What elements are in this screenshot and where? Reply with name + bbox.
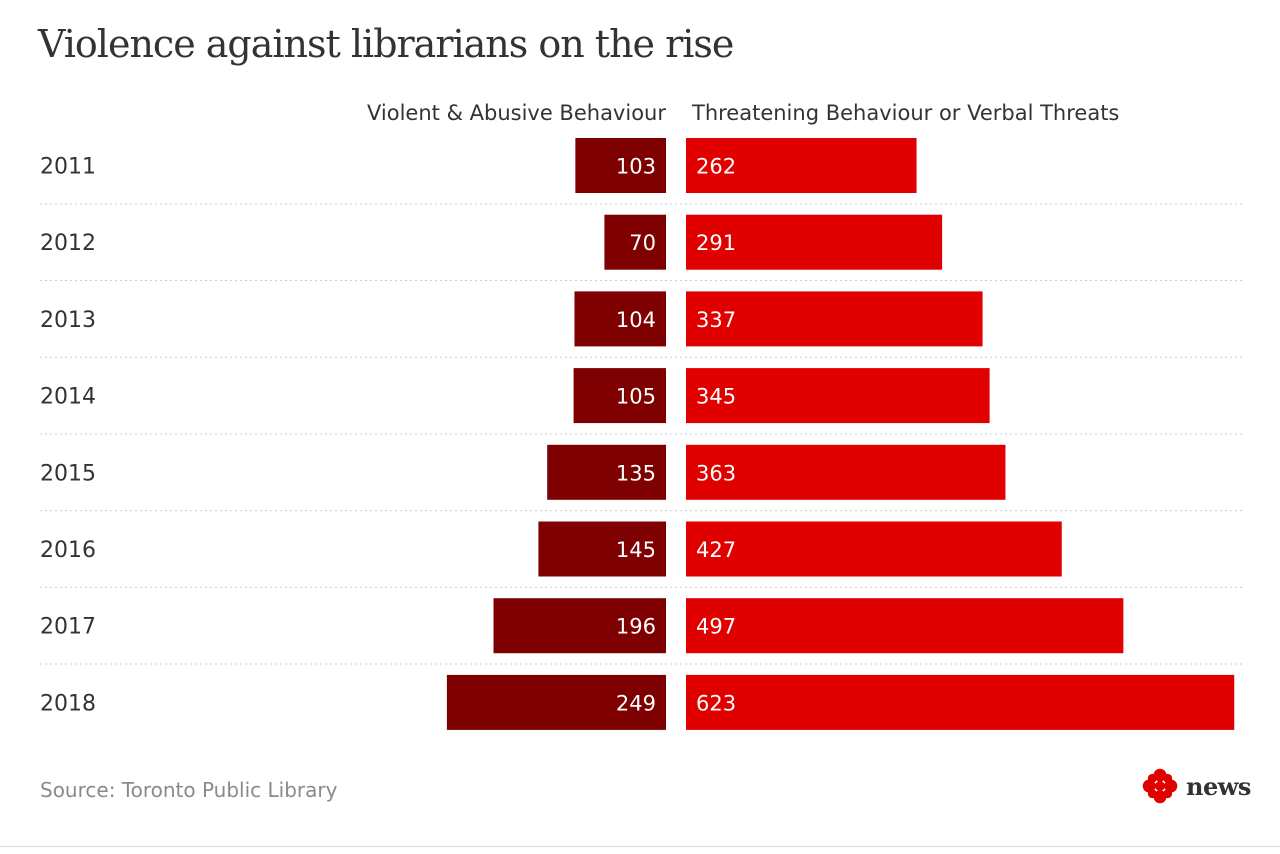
brand-logo: news [1140, 766, 1251, 806]
year-label: 2016 [40, 538, 96, 563]
bar-threatening [686, 598, 1124, 654]
bar-violent [538, 521, 666, 577]
cbc-gem-icon [1142, 768, 1178, 804]
year-label: 2013 [40, 308, 96, 333]
data-label-threatening: 291 [696, 231, 736, 255]
bar-violent [604, 214, 666, 270]
bar-violent [573, 368, 666, 424]
bar-threatening [686, 521, 1062, 577]
year-label: 2015 [40, 461, 96, 486]
data-label-violent: 105 [616, 385, 656, 409]
data-label-threatening: 337 [696, 308, 736, 332]
data-label-threatening: 497 [696, 615, 736, 639]
source-note: Source: Toronto Public Library [40, 778, 338, 802]
data-label-violent: 70 [629, 231, 656, 255]
series-header-threatening: Threatening Behaviour or Verbal Threats [691, 101, 1119, 125]
data-label-violent: 196 [616, 615, 656, 639]
bar-violent [547, 444, 666, 500]
data-label-threatening: 623 [696, 691, 736, 715]
data-label-threatening: 262 [696, 155, 736, 179]
bar-violent [493, 598, 666, 654]
bar-violent [446, 674, 666, 730]
bar-threatening [686, 138, 917, 193]
data-label-violent: 104 [616, 308, 656, 332]
data-label-violent: 103 [616, 155, 656, 179]
bar-violent [575, 138, 666, 193]
data-label-threatening: 427 [696, 538, 736, 562]
data-label-threatening: 345 [696, 385, 736, 409]
year-label: 2014 [40, 385, 96, 410]
data-label-threatening: 363 [696, 461, 736, 485]
data-label-violent: 249 [616, 691, 656, 715]
bar-threatening [686, 368, 990, 424]
data-label-violent: 135 [616, 461, 656, 485]
series-header-violent: Violent & Abusive Behaviour [367, 101, 666, 125]
bar-violent [574, 291, 666, 347]
bottom-divider [0, 846, 1280, 847]
data-label-violent: 145 [616, 538, 656, 562]
bar-threatening [686, 214, 943, 270]
year-label: 2011 [40, 155, 96, 180]
bar-threatening [686, 291, 983, 347]
bar-threatening [686, 444, 1006, 500]
year-label: 2012 [40, 231, 96, 256]
chart-area: Violent & Abusive Behaviour Threatening B… [40, 101, 1242, 730]
year-label: 2017 [40, 615, 96, 640]
brand-text: news [1186, 771, 1251, 801]
bar-threatening [686, 674, 1235, 730]
year-label: 2018 [40, 691, 96, 716]
chart-title: Violence against librarians on the rise [38, 22, 734, 66]
